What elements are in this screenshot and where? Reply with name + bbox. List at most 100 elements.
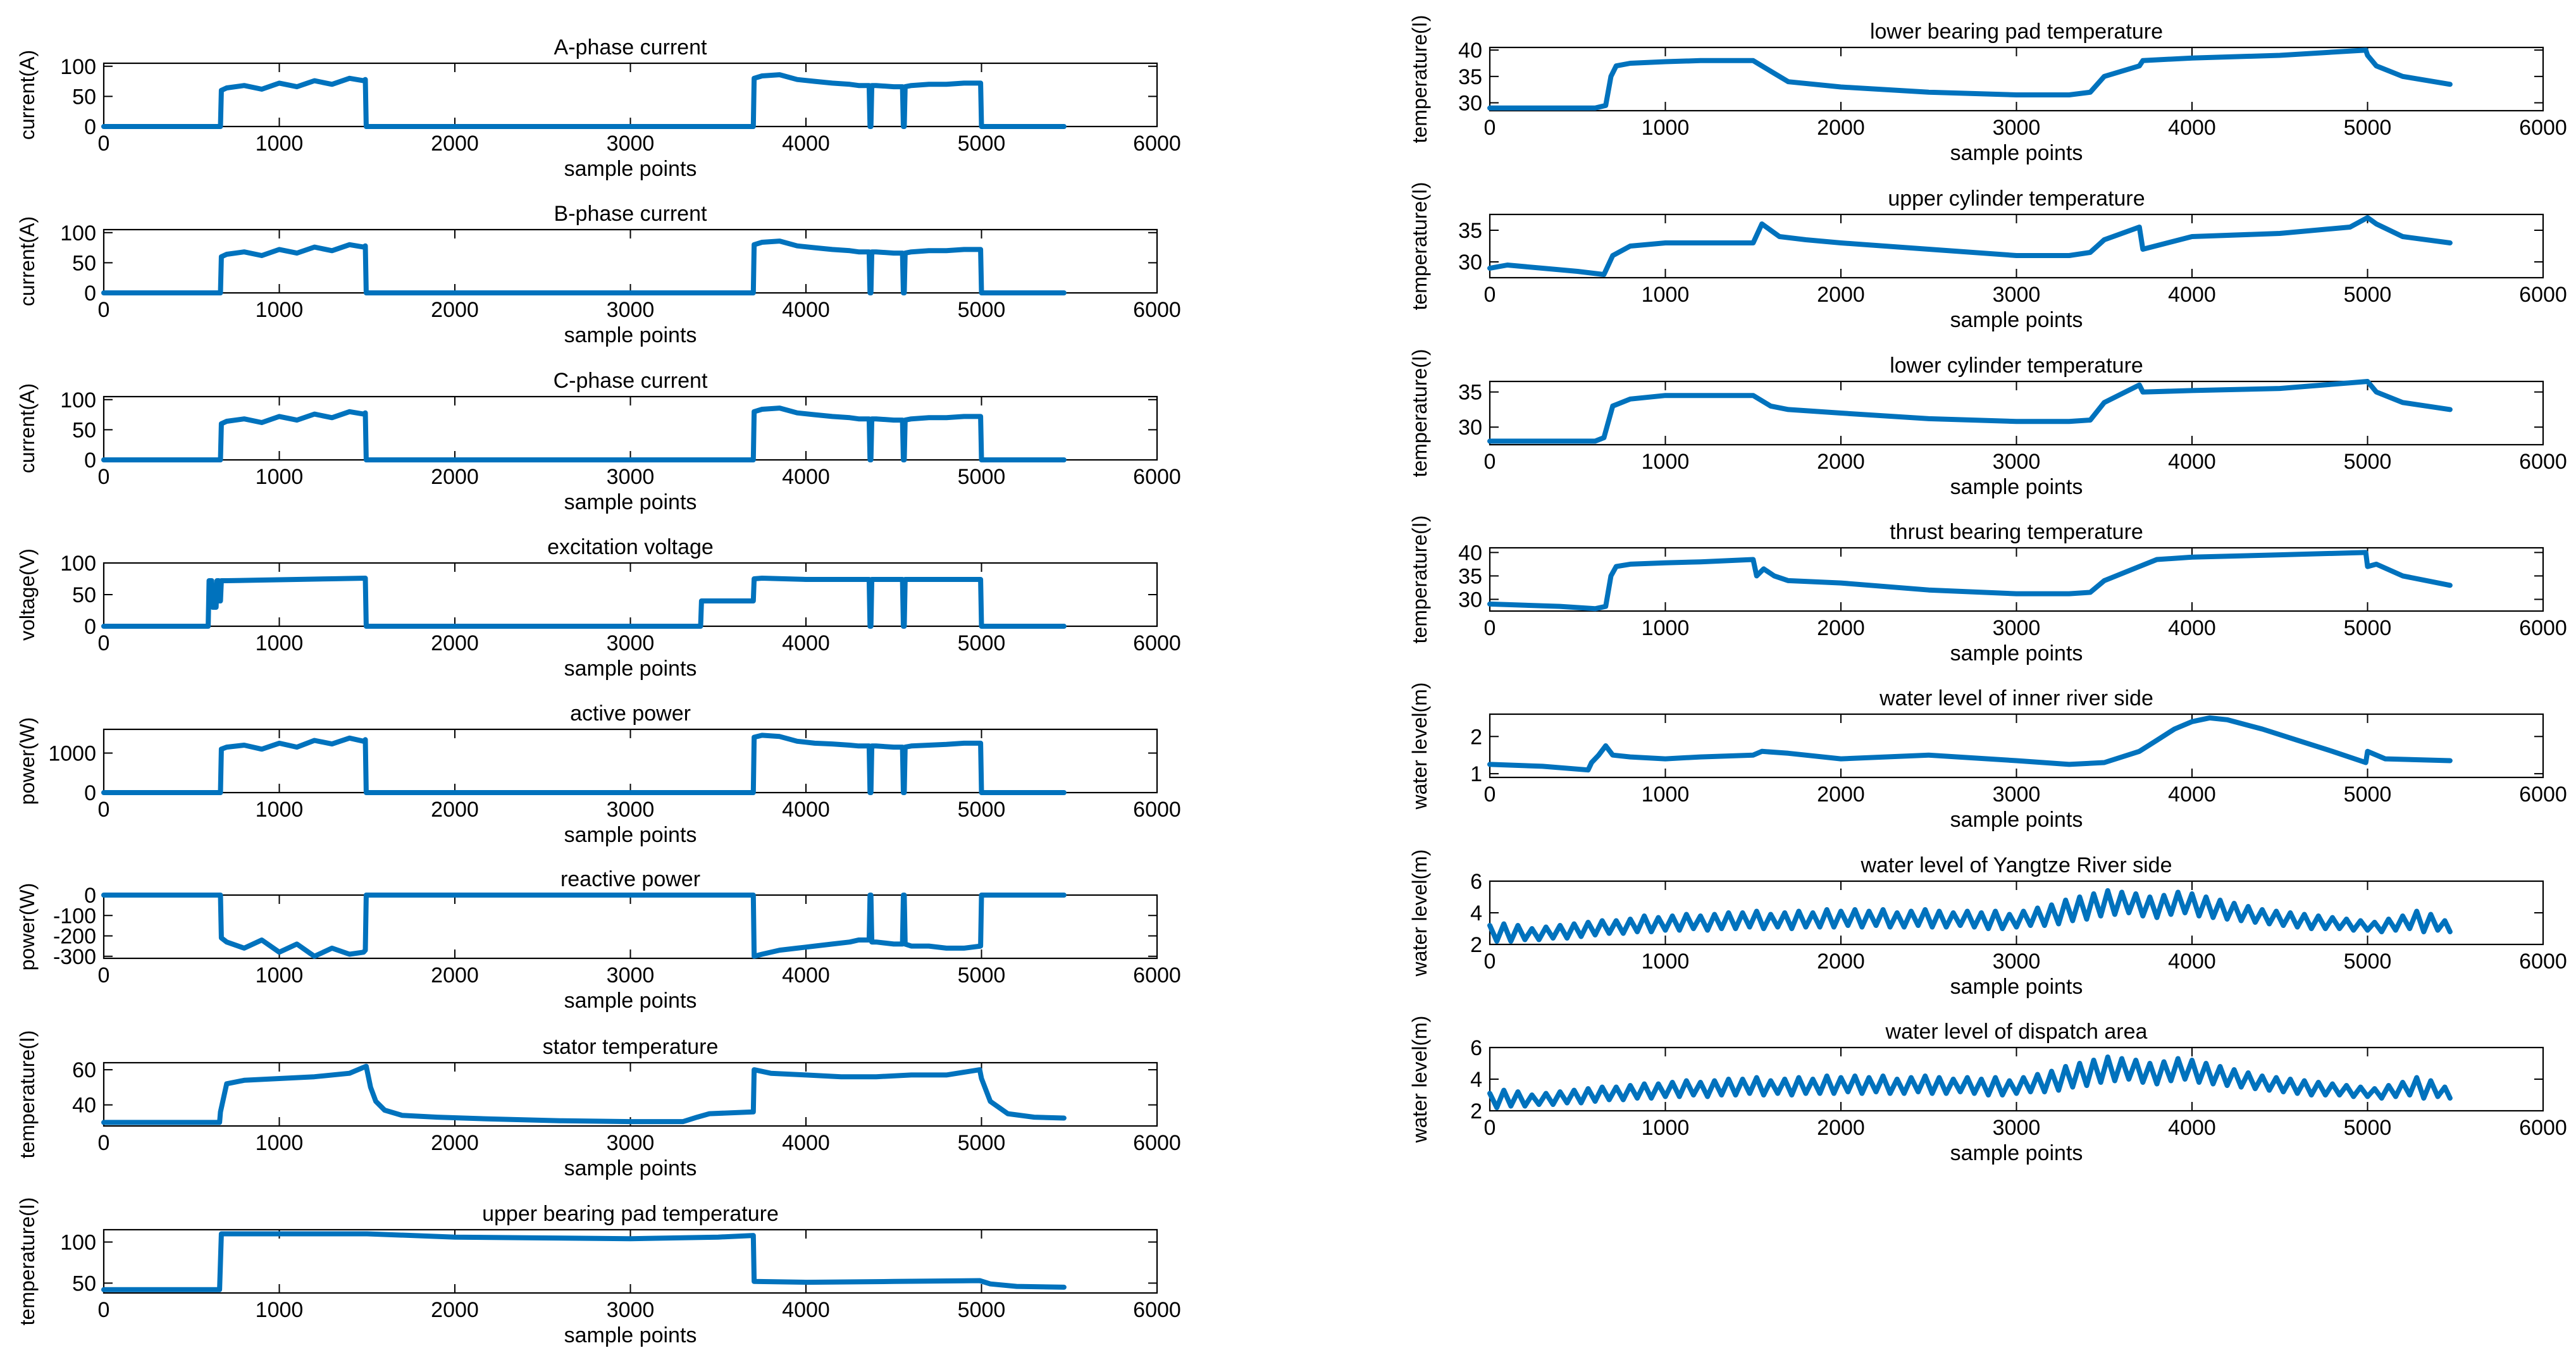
x-tick-label: 3000	[1993, 616, 2041, 640]
x-axis-label: sample points	[1950, 308, 2083, 332]
y-axis-label: water level(m)	[1408, 1016, 1431, 1144]
x-axis-label: sample points	[564, 490, 697, 514]
chart-title: upper cylinder temperature	[1888, 187, 2145, 211]
subplot-5: active power 0 1000 2000 3000 4000 5000 6000 0 10…	[16, 702, 1181, 847]
x-tick-label: 5000	[958, 1298, 1006, 1322]
axes-box	[102, 228, 1158, 294]
subplot-11: lower cylinder temperature 0 1000 2000 3000 4…	[1408, 349, 2567, 499]
x-tick-label: 0	[1484, 116, 1496, 140]
x-axis-label: sample points	[564, 823, 697, 847]
y-axis-label: temperature(I)	[1408, 182, 1431, 311]
y-axis-label: temperature(I)	[16, 1197, 39, 1326]
x-tick-label: 5000	[2344, 116, 2392, 140]
x-tick-label: 3000	[1993, 1116, 2041, 1140]
x-axis-label: sample points	[564, 323, 697, 347]
x-tick-label: 4000	[782, 631, 830, 655]
x-tick-label: 2000	[1817, 1116, 1865, 1140]
chart-title: water level of dispatch area	[1885, 1020, 2148, 1044]
x-tick-label: 6000	[2519, 949, 2567, 974]
y-tick-label: 0	[84, 448, 96, 473]
x-tick-label: 2000	[431, 798, 479, 822]
x-tick-label: 0	[1484, 782, 1496, 807]
y-tick-label: 35	[1458, 564, 1482, 588]
axes-box	[102, 894, 1158, 960]
x-tick-label: 6000	[1133, 631, 1181, 655]
chart-title: B-phase current	[554, 202, 707, 226]
y-tick-label: 0	[84, 281, 96, 306]
x-tick-label: 4000	[782, 963, 830, 987]
x-tick-label: 2000	[1817, 782, 1865, 807]
y-axis-label: water level(m)	[1408, 850, 1431, 977]
x-tick-label: 0	[98, 798, 110, 822]
x-tick-label: 4000	[782, 298, 830, 322]
x-tick-label: 6000	[1133, 298, 1181, 322]
x-tick-label: 6000	[2519, 450, 2567, 474]
y-axis-label: current(A)	[16, 383, 39, 473]
y-axis-label: temperature(I)	[1408, 15, 1431, 144]
y-tick-label: 4	[1470, 1068, 1482, 1092]
x-tick-label: 4000	[782, 798, 830, 822]
x-tick-label: 6000	[1133, 1298, 1181, 1322]
x-tick-label: 1000	[256, 465, 304, 489]
x-tick-label: 4000	[2168, 616, 2216, 640]
chart-title: stator temperature	[543, 1035, 719, 1059]
axes-box	[102, 562, 1158, 628]
x-tick-label: 5000	[2344, 450, 2392, 474]
subplot-13: water level of inner river side 0 1000 2000…	[1408, 683, 2567, 832]
x-tick-label: 1000	[1642, 616, 1690, 640]
chart-title: reactive power	[560, 867, 700, 891]
y-tick-label: 35	[1458, 219, 1482, 243]
x-tick-label: 4000	[2168, 116, 2216, 140]
x-axis-label: sample points	[1950, 475, 2083, 499]
x-tick-label: 1000	[256, 631, 304, 655]
series-line	[1487, 715, 2453, 773]
y-tick-label: -100	[53, 904, 96, 928]
x-tick-label: 4000	[782, 465, 830, 489]
y-tick-label: 50	[72, 418, 96, 442]
x-tick-label: 1000	[256, 963, 304, 987]
x-tick-label: 2000	[431, 132, 479, 156]
axes-box	[102, 1061, 1158, 1127]
subplot-7: stator temperature 0 1000 2000 3000 4000 5000 6…	[16, 1030, 1181, 1180]
x-axis-label: sample points	[1950, 141, 2083, 165]
subplot-15: water level of dispatch area 0 1000 2000 300…	[1408, 1016, 2567, 1165]
x-axis-label: sample points	[564, 989, 697, 1013]
x-axis-label: sample points	[1950, 641, 2083, 665]
axes-box	[1489, 713, 2544, 779]
x-tick-label: 3000	[607, 1298, 655, 1322]
x-tick-label: 2000	[431, 465, 479, 489]
x-tick-label: 6000	[2519, 616, 2567, 640]
y-axis-label: temperature(I)	[16, 1030, 39, 1159]
x-tick-label: 3000	[1993, 450, 2041, 474]
series-line	[1487, 550, 2453, 612]
x-tick-label: 0	[1484, 616, 1496, 640]
x-tick-label: 4000	[782, 132, 830, 156]
y-tick-label: 4	[1470, 901, 1482, 925]
y-tick-label: 100	[60, 221, 96, 245]
chart-title: upper bearing pad temperature	[482, 1202, 779, 1226]
x-tick-label: 1000	[1642, 949, 1690, 974]
x-tick-label: 5000	[958, 963, 1006, 987]
x-tick-label: 4000	[2168, 450, 2216, 474]
x-tick-label: 2000	[431, 963, 479, 987]
x-tick-label: 1000	[256, 1131, 304, 1155]
x-tick-label: 2000	[1817, 450, 1865, 474]
y-axis-label: water level(m)	[1408, 683, 1431, 810]
x-tick-label: 5000	[958, 132, 1006, 156]
x-axis-label: sample points	[1950, 975, 2083, 999]
x-tick-label: 6000	[2519, 1116, 2567, 1140]
x-tick-label: 4000	[2168, 949, 2216, 974]
y-tick-label: -300	[53, 945, 96, 969]
series-line	[101, 1063, 1067, 1125]
chart-title: water level of Yangtze River side	[1861, 853, 2172, 877]
x-tick-label: 6000	[1133, 132, 1181, 156]
x-tick-label: 3000	[607, 963, 655, 987]
x-tick-label: 3000	[1993, 949, 2041, 974]
x-tick-label: 1000	[1642, 450, 1690, 474]
x-tick-label: 6000	[1133, 465, 1181, 489]
y-tick-label: 60	[72, 1058, 96, 1082]
y-tick-label: 2	[1470, 933, 1482, 957]
y-tick-label: 50	[72, 583, 96, 607]
